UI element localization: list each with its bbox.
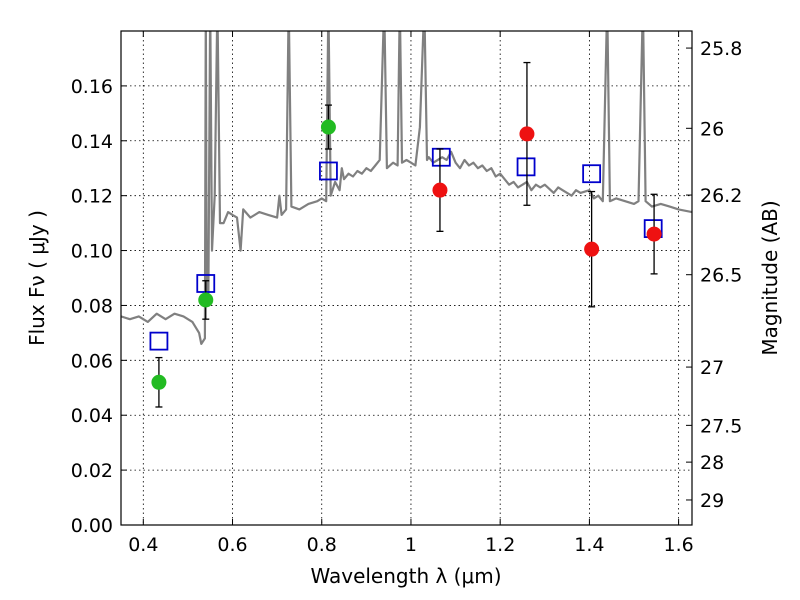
x-axis-label: Wavelength λ (μm) [310, 564, 501, 588]
plot-layer [121, 31, 692, 408]
observed-point [646, 226, 662, 242]
observed-point [320, 119, 336, 135]
observed-point [151, 374, 167, 390]
model-bandpass-square [319, 161, 338, 181]
y-axis-label-left: Flux Fν ( μJy ) [25, 210, 49, 346]
x-tick-label: 0.8 [307, 534, 337, 556]
observed-point [519, 126, 535, 142]
right-tick-label: 29 [700, 490, 724, 512]
model-bandpass-square [149, 331, 169, 351]
y-tick-label: 0.10 [71, 241, 113, 263]
model-bandpass-square [516, 157, 536, 177]
right-tick-label: 27 [700, 357, 724, 379]
x-tick-label: 0.4 [128, 534, 158, 556]
x-tick-label: 1.6 [664, 534, 694, 556]
x-tick-label: 0.6 [217, 534, 247, 556]
x-tick-label: 1.4 [574, 534, 604, 556]
right-tick-label: 27.5 [700, 415, 742, 437]
y-tick-label: 0.02 [71, 460, 113, 482]
y-tick-label: 0.16 [71, 76, 113, 98]
right-tick-label: 28 [700, 452, 724, 474]
y-tick-label: 0.04 [71, 405, 113, 427]
y-tick-label: 0.06 [71, 350, 113, 372]
observed-point [584, 241, 600, 257]
y-tick-label: 0.00 [71, 515, 113, 537]
right-tick-label: 26 [700, 118, 724, 140]
x-tick-label: 1 [405, 534, 417, 556]
observed-point [198, 292, 214, 308]
y-tick-label: 0.12 [71, 186, 113, 208]
right-tick-label: 26.2 [700, 185, 742, 207]
plot-frame [120, 30, 693, 526]
x-tick-label: 1.2 [485, 534, 515, 556]
tick-layer: 0.4 0.6 0.8 1 1.2 1.4 1.6 0.00 0.02 0.04 0.06 0.08 0… [71, 31, 742, 556]
y-tick-label: 0.14 [71, 131, 113, 153]
model-bandpass-square [582, 164, 602, 184]
right-tick-label: 25.8 [700, 38, 742, 60]
model-spectrum-line [121, 31, 692, 345]
y-axis-label-right: Magnitude (AB) [758, 200, 782, 355]
right-tick-label: 26.5 [700, 265, 742, 287]
observed-point [432, 182, 448, 198]
y-tick-label: 0.08 [71, 295, 113, 317]
